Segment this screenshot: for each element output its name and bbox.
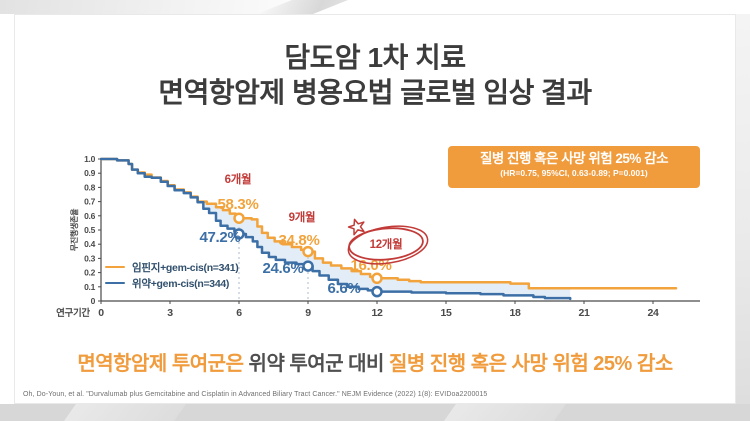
highlight-ellipse-outer	[347, 225, 429, 265]
risk-reduction-badge: 질병 진행 혹은 사망 위험 25% 감소 (HR=0.75, 95%CI, 0…	[448, 146, 700, 188]
milestone-6m-value-series-0: 58.3%	[217, 196, 258, 213]
series-0-marker-6m	[233, 212, 245, 224]
key-takeaway-message: 면역항암제 투여군은 위약 투여군 대비 질병 진행 혹은 사망 위험 25% …	[15, 347, 735, 376]
y-tick-label-0.6: 0.6	[84, 211, 95, 221]
star-doodle-icon	[347, 218, 365, 236]
legend-label-placebo: 위약+gem-cis(n=344)	[132, 277, 230, 290]
legend-item-durvalumab: 임핀지+gem-cis(n=341)	[105, 259, 285, 275]
series-1-marker-9m	[302, 260, 314, 272]
milestone-9m-value-series-0: 34.8%	[278, 232, 319, 249]
y-tick-label-0.9: 0.9	[84, 168, 95, 178]
milestone-9m-value-series-1: 24.6%	[262, 260, 303, 277]
y-tick-label-0.3: 0.3	[84, 253, 95, 263]
y-tick-label-0.1: 0.1	[84, 282, 95, 292]
milestone-9m-label: 9개월	[289, 210, 316, 224]
km-survival-curve-svg: 0 3 6 9 12 15 18 21 24 1.0 0.9 0.8 0.7 0.6 0.5 0.4 0.3 0.…	[56, 154, 700, 319]
legend-dash-orange	[105, 265, 125, 269]
legend-label-durvalumab: 임핀지+gem-cis(n=341)	[132, 261, 239, 274]
kaplan-meier-chart: 0 3 6 9 12 15 18 21 24 1.0 0.9 0.8 0.7 0.6 0.5 0.4 0.3 0.…	[55, 141, 725, 337]
slide-title: 담도암 1차 치료 면역항암제 병용요법 글로벌 임상 결과	[15, 40, 735, 110]
x-axis-title: 연구기간	[56, 307, 90, 319]
milestone-6m-label: 6개월	[225, 172, 252, 186]
right-margin-strip	[735, 14, 750, 404]
y-tick-label-0.4: 0.4	[84, 239, 95, 249]
takeaway-part2: 위약 투여군 대비	[243, 353, 390, 375]
x-tick-label-15: 15	[440, 307, 452, 319]
x-tick-label-0: 0	[98, 307, 104, 319]
y-tick-label-0: 0	[91, 296, 96, 306]
x-tick-label-3: 3	[167, 307, 173, 319]
x-tick-label-21: 21	[578, 307, 590, 319]
badge-headline: 질병 진행 혹은 사망 위험 25% 감소	[479, 151, 669, 166]
badge-hr-detail: (HR=0.75, 95%CI, 0.63-0.89; P=0.001)	[500, 168, 648, 178]
x-tick-label-12: 12	[371, 307, 383, 319]
y-tick-label-0.5: 0.5	[84, 225, 95, 235]
citation-footnote: Oh, Do-Youn, et al. "Durvalumab plus Gem…	[23, 391, 488, 398]
y-tick-label-1.0: 1.0	[84, 154, 95, 164]
slide-title-line2: 면역항암제 병용요법 글로벌 임상 결과	[158, 77, 592, 108]
x-tick-label-24: 24	[647, 307, 659, 319]
slide-card: 담도암 1차 치료 면역항암제 병용요법 글로벌 임상 결과 질병 진행 혹은 …	[14, 14, 736, 404]
series-1-marker-12m	[371, 285, 383, 298]
bottom-band-streak	[64, 404, 186, 421]
legend-item-placebo: 위약+gem-cis(n=344)	[105, 275, 285, 291]
milestone-12m-label: 12개월	[370, 237, 403, 251]
takeaway-part3: 질병 진행 혹은 사망 위험 25% 감소	[389, 353, 673, 375]
milestone-6m-value-series-1: 47.2%	[199, 229, 240, 246]
x-tick-label-18: 18	[509, 307, 521, 319]
legend-dash-blue	[105, 281, 125, 285]
takeaway-part1: 면역항암제 투여군은	[77, 353, 244, 375]
x-tick-label-6: 6	[236, 307, 242, 319]
y-tick-label-0.7: 0.7	[84, 197, 95, 207]
milestone-12m-value-series-1: 6.6%	[328, 280, 361, 297]
x-tick-label-9: 9	[305, 307, 311, 319]
series-0-marker-12m	[371, 272, 383, 285]
series-1-marker-6m	[233, 228, 245, 240]
y-tick-label-0.8: 0.8	[84, 182, 95, 192]
series-0-marker-9m	[302, 245, 314, 258]
slide-title-line1: 담도암 1차 치료	[284, 42, 466, 73]
chart-legend: 임핀지+gem-cis(n=341) 위약+gem-cis(n=344)	[105, 259, 285, 291]
y-tick-label-0.2: 0.2	[84, 268, 95, 278]
bottom-margin-band	[0, 404, 750, 421]
y-axis-title: 무진행생존율	[69, 208, 79, 251]
bottom-band-streak	[444, 404, 566, 421]
